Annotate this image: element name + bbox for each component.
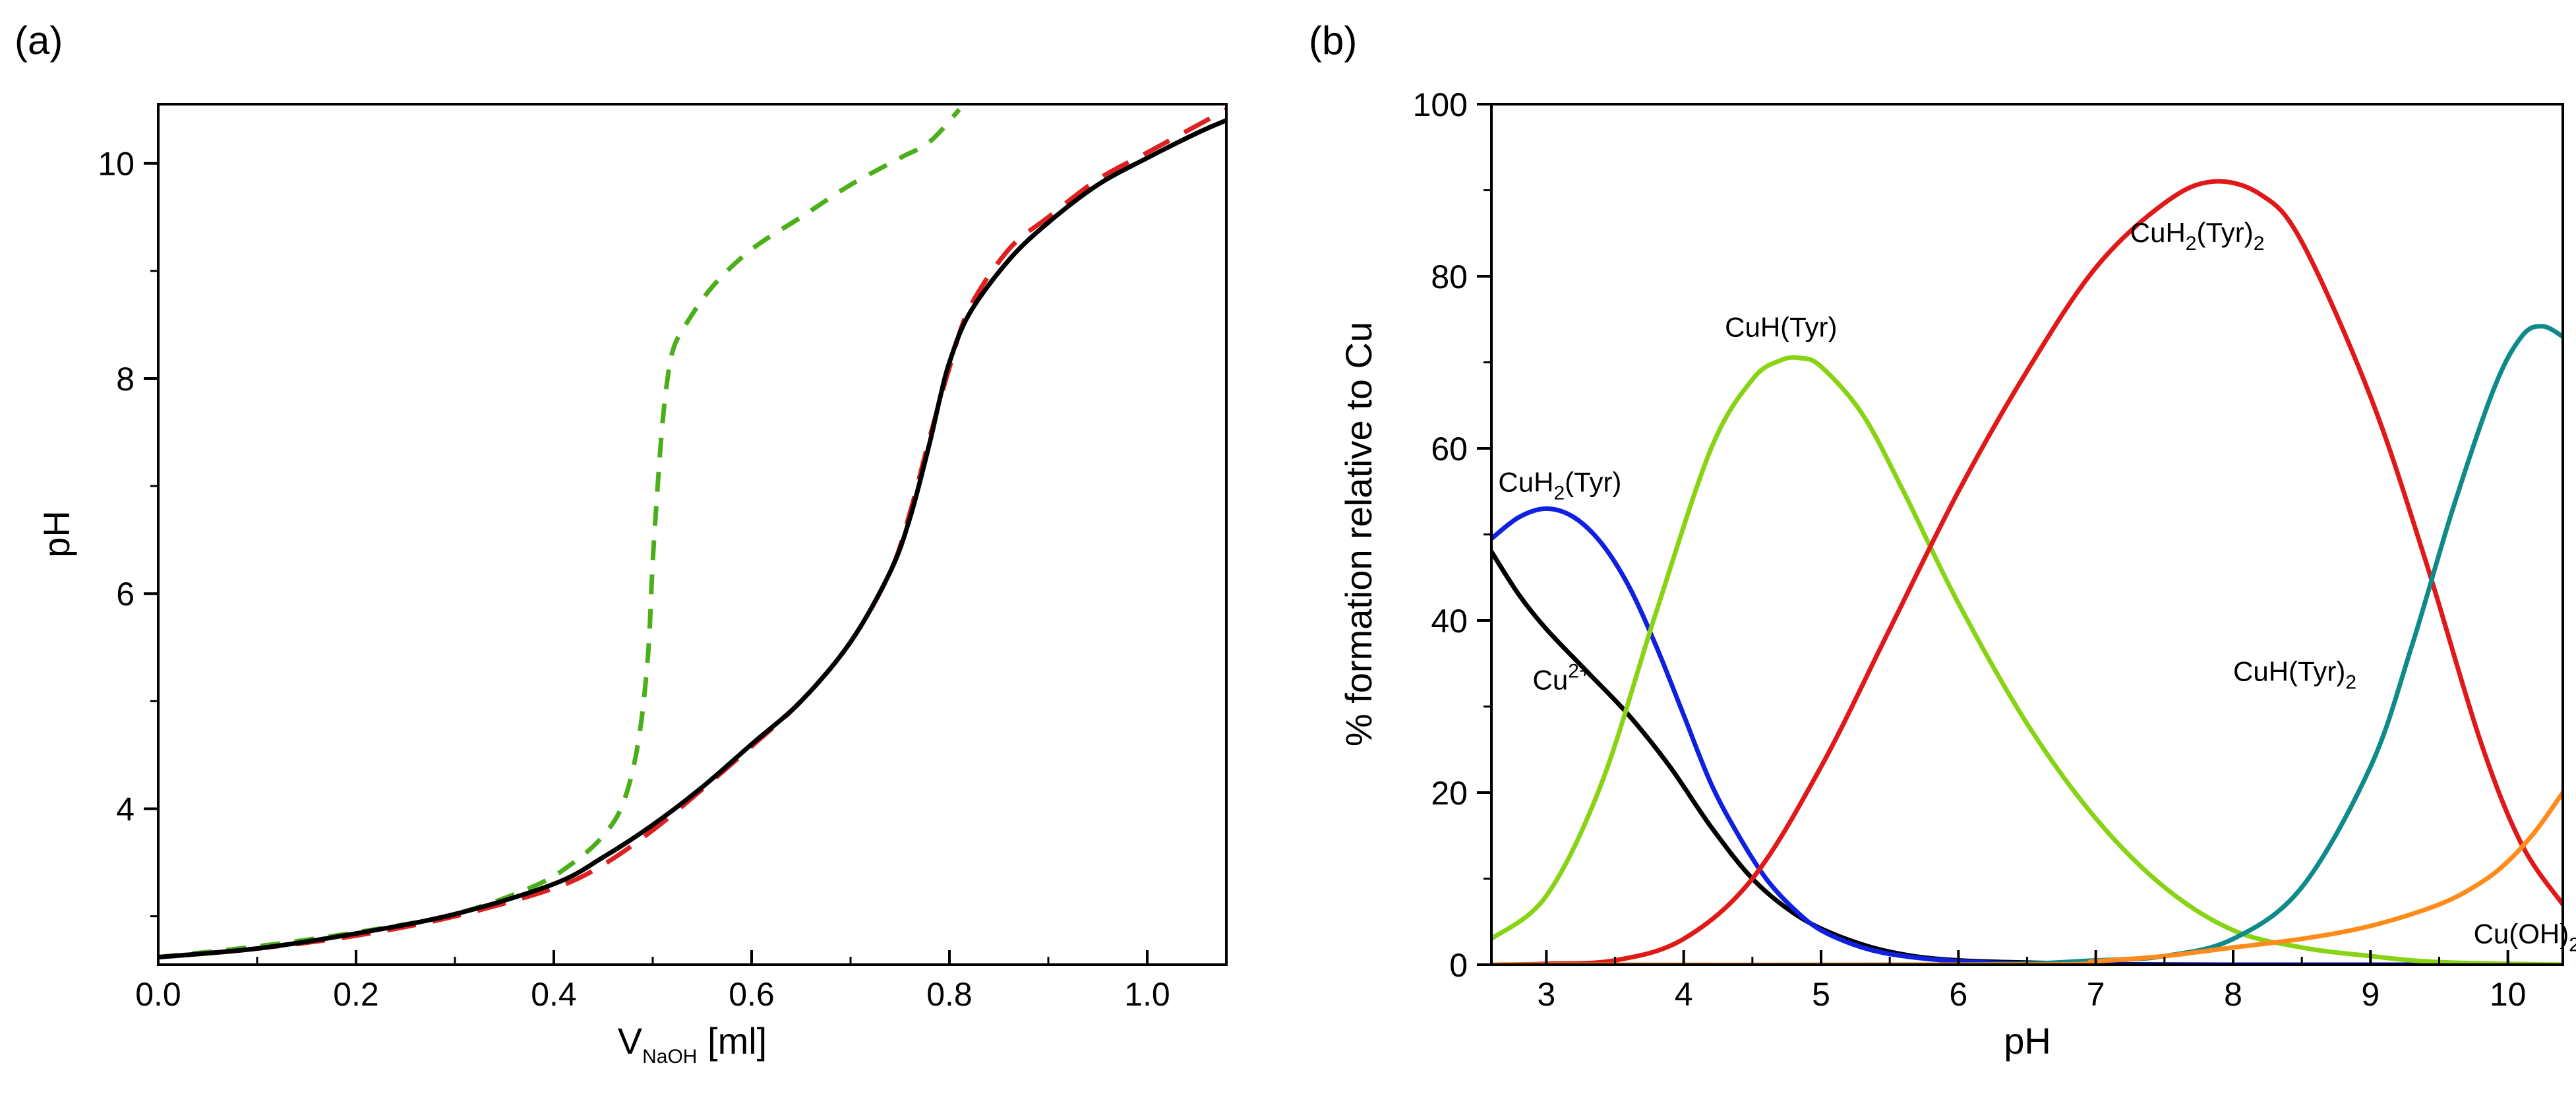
y-tick-label: 4 xyxy=(116,791,135,828)
series-line-cu2 xyxy=(1491,549,2563,965)
y-tick-label: 20 xyxy=(1431,775,1468,812)
species-label: CuH2(Tyr) xyxy=(1498,466,1621,504)
y-tick-label: 6 xyxy=(116,576,135,613)
y-tick-label: 40 xyxy=(1431,603,1468,640)
x-tick-label: 0.6 xyxy=(729,976,775,1013)
series-line-blank-titration xyxy=(158,107,961,960)
y-tick-label: 8 xyxy=(116,361,135,398)
series-line-experimental xyxy=(158,107,1226,960)
x-axis-title-sub: NaOH xyxy=(642,1046,697,1068)
y-tick-label: 60 xyxy=(1431,431,1468,468)
species-label: CuH(Tyr)2 xyxy=(2233,655,2356,693)
panel-b-y-axis-title: % formation relative to Cu xyxy=(1338,322,1379,746)
x-tick-label: 6 xyxy=(1949,976,1967,1013)
y-tick-label: 100 xyxy=(1413,86,1468,123)
panel-a-plot-frame xyxy=(157,103,1228,966)
panel-a-titration-chart: (a) 0.0 0.2 0.4 0.6 0.8 1.0 4 6 8 10 pH VNaOH [m… xyxy=(15,18,1228,1068)
y-tick-label: 80 xyxy=(1431,258,1468,295)
panel-a-x-ticks: 0.0 0.2 0.4 0.6 0.8 1.0 xyxy=(135,950,1170,1013)
panel-a-y-ticks: 4 6 8 10 xyxy=(98,146,158,918)
panel-b-x-ticks: 3 4 5 6 7 8 9 10 xyxy=(1537,950,2526,1013)
panel-b-speciation-chart: (b) 3 4 5 6 7 8 9 10 0 20 40 60 80 100 CuH2(Tyr) Cu2+… xyxy=(1309,18,2576,1062)
x-axis-title-unit: [ml] xyxy=(697,1020,767,1062)
y-tick-label: 10 xyxy=(98,146,135,183)
series-line-cuh2-tyr-2 xyxy=(1491,179,2563,965)
y-tick-label: 0 xyxy=(1449,947,1468,984)
x-tick-label: 9 xyxy=(2361,976,2380,1013)
panel-a-series-group xyxy=(158,107,1226,960)
series-line-cuh-tyr xyxy=(1491,355,2563,965)
x-tick-label: 3 xyxy=(1537,976,1555,1013)
panel-a-label: (a) xyxy=(15,18,63,63)
panel-a-x-axis-title: VNaOH [ml] xyxy=(618,1020,767,1068)
x-tick-label: 10 xyxy=(2490,976,2527,1013)
panel-b-x-axis-title: pH xyxy=(2004,1020,2051,1062)
species-label: Cu(OH)2 xyxy=(2474,918,2576,955)
x-axis-title-main: V xyxy=(618,1020,643,1062)
x-tick-label: 8 xyxy=(2224,976,2242,1013)
species-label: Cu2+ xyxy=(1533,660,1591,695)
x-tick-label: 0.2 xyxy=(333,976,379,1013)
series-line-cu-oh-2 xyxy=(1491,790,2563,965)
x-tick-label: 1.0 xyxy=(1124,976,1170,1013)
x-tick-label: 0.4 xyxy=(531,976,577,1013)
species-label: CuH2(Tyr)2 xyxy=(2130,217,2265,255)
panel-b-species-labels: CuH2(Tyr) Cu2+ CuH(Tyr) CuH2(Tyr)2 CuH(Tyr)2… xyxy=(1498,217,2576,956)
x-tick-label: 0.0 xyxy=(135,976,181,1013)
x-tick-label: 5 xyxy=(1812,976,1830,1013)
series-line-fitted xyxy=(158,117,1226,960)
series-line-cuh-tyr-2 xyxy=(1491,324,2563,965)
panel-a-y-axis-title: pH xyxy=(36,510,77,558)
series-line-cuh2-tyr xyxy=(1491,506,2563,965)
x-tick-label: 7 xyxy=(2087,976,2105,1013)
panel-b-series-group xyxy=(1491,179,2563,965)
panel-b-y-ticks: 0 20 40 60 80 100 xyxy=(1413,86,1491,984)
panel-b-plot-frame xyxy=(1490,103,2564,966)
species-label: CuH(Tyr) xyxy=(1725,311,1837,342)
x-tick-label: 0.8 xyxy=(926,976,973,1013)
x-tick-label: 4 xyxy=(1675,976,1693,1013)
panel-b-label: (b) xyxy=(1309,18,1357,63)
